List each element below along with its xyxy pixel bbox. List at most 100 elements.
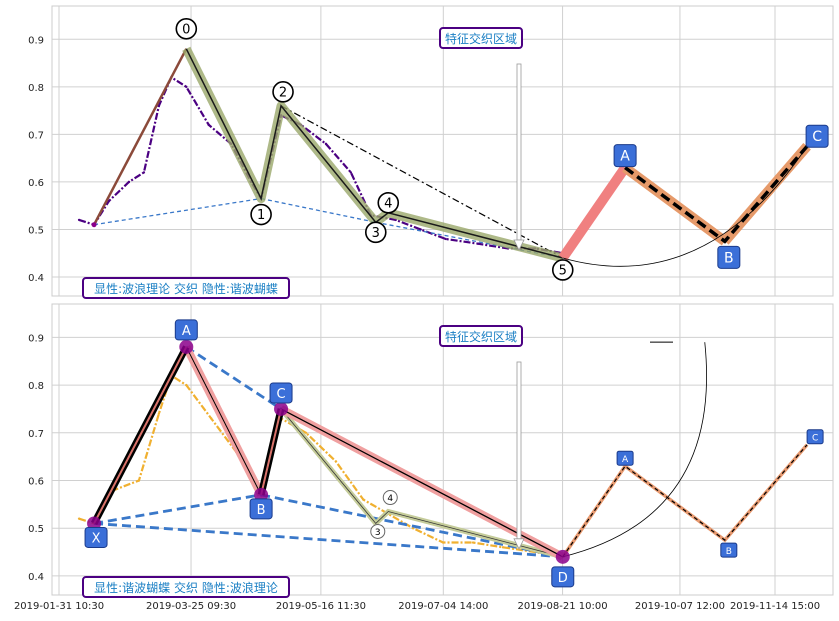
y-tick-label: 0.9 [28, 35, 44, 46]
x-tick-label: 2019-03-25 09:30 [146, 601, 236, 612]
wave-point-marker [551, 259, 574, 281]
projection-label-box [806, 429, 824, 445]
price-point [157, 104, 161, 108]
price-point [157, 412, 161, 415]
projection-dashed [624, 145, 809, 244]
panel-top: 0.4 0.5 0.6 0.7 0.8 0.9 0 1 2 34 5 A B C 特征交织区域显性:波浪理论… [28, 5, 834, 299]
harmonic-label-box [249, 498, 273, 520]
wave-line [185, 48, 563, 259]
x-tick-label: 2019-07-04 14:00 [398, 601, 488, 612]
price-point [419, 228, 422, 231]
price-point [127, 180, 131, 184]
harmonic-label: C [277, 387, 286, 402]
wave-point-label: 4 [384, 196, 392, 211]
wave-point-marker [272, 81, 294, 103]
legend-label: 显性:波浪理论 交织 隐性:谐波蝴蝶 [94, 281, 278, 296]
legend-label: 显性:谐波蝴蝶 交织 隐性:波浪理论 [94, 580, 278, 595]
harmonic-point-marker [179, 339, 194, 354]
price-point [471, 541, 475, 544]
projection-leg-a [558, 164, 630, 261]
y-tick-label: 0.5 [28, 225, 44, 236]
cd-line [280, 408, 564, 558]
price-point [77, 218, 81, 222]
annotation-arrow-shaft [516, 63, 522, 241]
legend-box [82, 576, 290, 598]
x-tick-label: 2019-01-31 10:30 [14, 601, 104, 612]
projection-label: A [622, 455, 629, 465]
projection-arc [562, 342, 707, 558]
projection-label-box [616, 450, 634, 466]
wave-point-marker [377, 192, 400, 214]
price-point [107, 199, 111, 203]
y-tick-label: 0.4 [28, 273, 44, 284]
projection-arc [562, 146, 808, 267]
price-point [476, 242, 480, 245]
x-tick-label: 2019-08-21 10:00 [518, 601, 608, 612]
y-tick-label: 0.4 [28, 572, 44, 583]
harmonic-label: A [182, 324, 191, 339]
price-point [210, 417, 213, 420]
price-point [185, 85, 188, 89]
harmonic-label: D [558, 571, 568, 586]
ac-dashed-line [185, 345, 282, 411]
projection-label: C [812, 434, 818, 444]
wave-start-leg [92, 48, 188, 226]
y-tick-label: 0.6 [28, 477, 44, 488]
price-point [324, 142, 328, 146]
annotation-arrow-shaft [516, 361, 522, 540]
price-point [444, 237, 447, 241]
price-point [137, 479, 141, 482]
harmonic-point-marker [274, 401, 289, 416]
price-point [362, 498, 365, 501]
small-wave-label: 4 [387, 494, 393, 504]
harmonic-label-box [551, 566, 575, 588]
price-point [349, 171, 353, 174]
bd-dashed-line [260, 493, 564, 559]
projection-dashed [562, 444, 808, 558]
price-point [441, 541, 445, 544]
harmonic-label: B [257, 503, 266, 518]
harmonic-label: X [92, 531, 101, 546]
support-dashed-line [93, 197, 262, 226]
wave-point-label: 5 [559, 263, 567, 278]
small-wave-marker [370, 523, 386, 539]
annotation-arrow-head [513, 239, 525, 251]
wave-point-label: 1 [257, 208, 265, 223]
wave-point-marker [364, 221, 387, 244]
bc-leg-inner [260, 408, 283, 496]
plot-frame [51, 5, 834, 297]
support-dashed-line [375, 221, 563, 259]
wave-point-label: 2 [279, 85, 287, 100]
x-tick-label: 2019-11-14 15:00 [730, 601, 820, 612]
projection-label-box [720, 542, 738, 558]
panel-bottom: 0.4 0.5 0.6 0.7 0.8 0.9 3 4 X A B C D A B C 2019-01-31 1… [14, 303, 834, 612]
projection-label: A [620, 149, 630, 165]
price-point [501, 546, 505, 549]
harmonic-label-box [269, 382, 293, 404]
support-dashed-line [260, 197, 376, 223]
start-point [91, 222, 97, 228]
price-point [304, 431, 308, 435]
price-point [77, 517, 81, 520]
harmonic-point-marker [555, 549, 570, 564]
plot-frame [51, 303, 834, 596]
wave-point-marker [250, 203, 272, 226]
projection-label: B [724, 250, 734, 266]
xd-dashed-line [93, 522, 563, 559]
trend-dashdot-line [280, 105, 564, 259]
xb-dashed-line [93, 493, 262, 525]
projection-label-box [613, 144, 637, 168]
annotation-text: 特征交织区域 [445, 31, 517, 46]
y-tick-label: 0.6 [28, 178, 44, 189]
price-point [207, 123, 210, 127]
annotation-box [439, 325, 523, 347]
y-tick-label: 0.5 [28, 524, 44, 535]
wave-point-label: 0 [182, 22, 190, 37]
wave-point-marker [175, 17, 198, 40]
annotation-box [439, 27, 523, 49]
y-tick-label: 0.9 [28, 333, 44, 344]
price-series-line [78, 75, 563, 255]
annotation-text: 特征交织区域 [445, 329, 517, 344]
